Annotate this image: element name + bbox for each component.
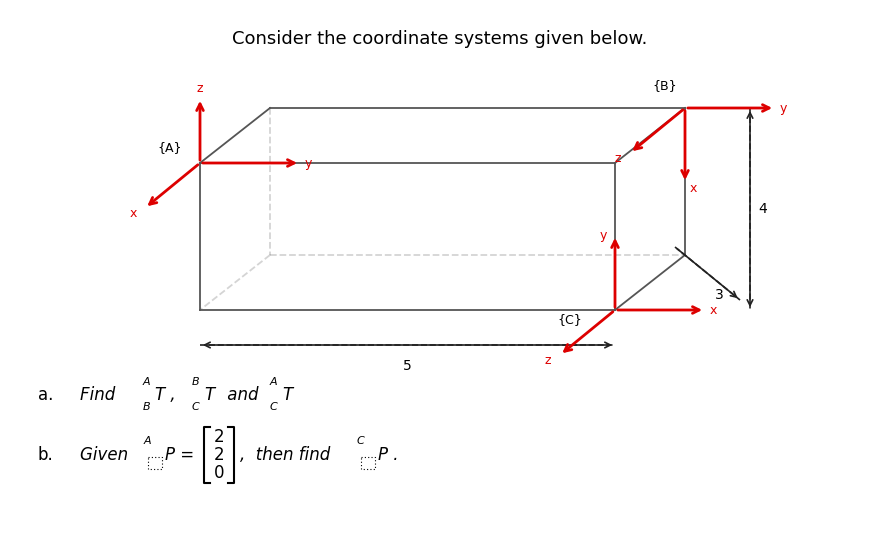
Text: ,  then find: , then find [240,446,335,464]
Text: 2: 2 [213,446,224,464]
Text: {C}: {C} [557,314,582,326]
Text: C: C [191,402,199,412]
Text: {A}: {A} [157,141,182,155]
Text: Consider the coordinate systems given below.: Consider the coordinate systems given be… [232,30,647,48]
Text: 3: 3 [714,288,723,302]
Text: x: x [688,181,696,195]
Text: {B}: {B} [652,80,677,93]
Text: 2: 2 [213,428,224,446]
Text: C: C [356,436,364,446]
Text: A: A [143,377,150,387]
Text: y: y [779,102,786,114]
Text: y: y [599,228,606,241]
Text: B: B [143,402,150,412]
Text: T: T [204,386,214,404]
Text: 5: 5 [403,359,412,373]
Text: Given: Given [80,446,133,464]
Text: x: x [129,207,137,219]
Text: 0: 0 [213,464,224,482]
Text: 4: 4 [757,202,766,216]
Text: x: x [709,303,716,317]
Bar [148,457,162,469]
Text: P .: P . [378,446,398,464]
Text: a.: a. [38,386,54,404]
Text: A: A [270,377,277,387]
Text: y: y [304,157,312,170]
Bar [361,457,375,469]
Text: T: T [282,386,291,404]
Text: C: C [270,402,277,412]
Text: b.: b. [38,446,54,464]
Text: A: A [144,436,151,446]
Text: Find: Find [80,386,120,404]
Text: and: and [222,386,263,404]
Text: P =: P = [165,446,194,464]
Text: z: z [544,354,551,366]
Text: z: z [197,81,203,95]
Text: z: z [614,151,621,164]
Text: B: B [191,377,199,387]
Text: T ,: T , [155,386,176,404]
